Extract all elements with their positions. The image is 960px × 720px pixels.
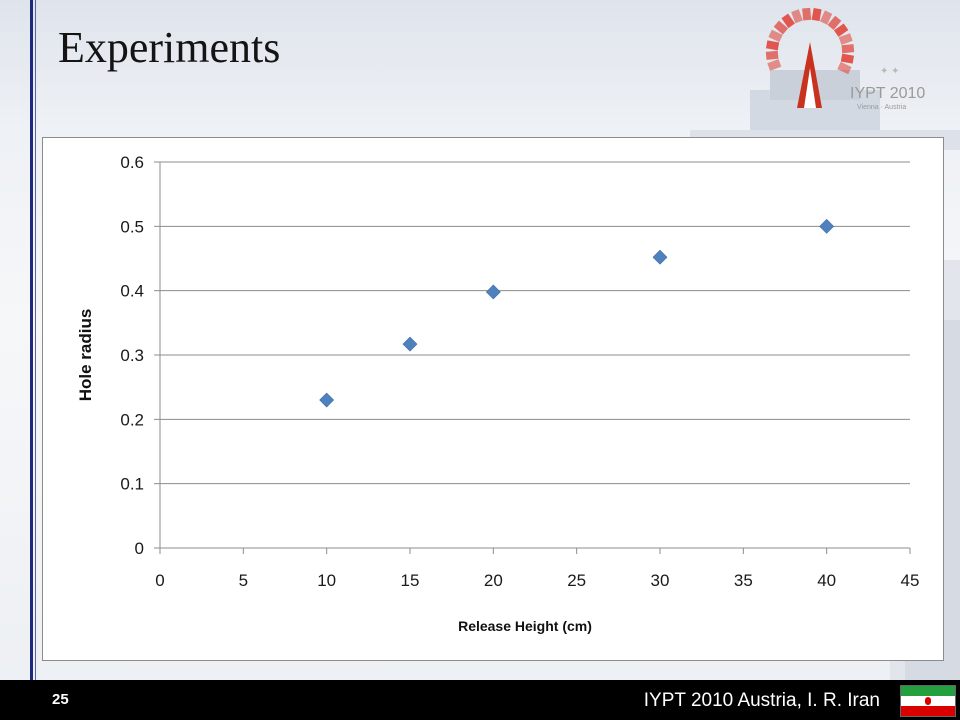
footer-text: IYPT 2010 Austria, I. R. Iran xyxy=(643,690,880,711)
iypt-logo-icon: ✦ ✦ IYPT 2010 Vienna · Austria xyxy=(765,7,925,111)
y-tick-label: 0.1 xyxy=(120,475,144,494)
x-tick-label: 0 xyxy=(155,571,164,590)
data-point xyxy=(485,284,501,300)
left-accent-rule-thin xyxy=(35,0,36,680)
x-tick-label: 40 xyxy=(817,571,836,590)
x-tick-label: 45 xyxy=(901,571,920,590)
svg-text:✦ ✦: ✦ ✦ xyxy=(880,66,900,77)
x-tick-label: 5 xyxy=(239,571,248,590)
data-point xyxy=(319,392,335,408)
chart-frame: 0 0.1 0.2 0.3 0.4 0.5 0.6 0 5 10 15 20 25 30 35 40 45 Rel… xyxy=(42,137,944,661)
y-tick-label: 0.4 xyxy=(120,282,144,301)
data-point xyxy=(652,249,668,265)
y-tick-label: 0.5 xyxy=(120,217,144,236)
y-axis-title: Hole radius xyxy=(76,309,95,402)
page-number: 25 xyxy=(52,691,69,708)
left-accent-rule xyxy=(30,0,33,680)
footer-bar xyxy=(0,680,960,720)
slide-title: Experiments xyxy=(58,23,281,72)
iran-flag-icon xyxy=(900,685,956,717)
y-tick-label: 0.6 xyxy=(120,153,144,172)
y-tick-label: 0.3 xyxy=(120,346,144,365)
y-tick-label: 0.2 xyxy=(120,410,144,429)
x-tick-label: 20 xyxy=(484,571,503,590)
y-tick-label: 0 xyxy=(135,539,144,558)
logo-subtext: Vienna · Austria xyxy=(857,104,906,111)
scatter-chart: 0 0.1 0.2 0.3 0.4 0.5 0.6 0 5 10 15 20 25 30 35 40 45 Rel… xyxy=(76,153,920,634)
logo-text: IYPT 2010 xyxy=(850,85,925,102)
x-tick-label: 35 xyxy=(734,571,753,590)
x-tick-label: 30 xyxy=(651,571,670,590)
data-point xyxy=(402,336,418,352)
x-tick-label: 25 xyxy=(567,571,586,590)
x-tick-label: 10 xyxy=(317,571,336,590)
data-point xyxy=(819,218,835,234)
x-axis-title: Release Height (cm) xyxy=(458,618,592,634)
x-tick-label: 15 xyxy=(401,571,420,590)
